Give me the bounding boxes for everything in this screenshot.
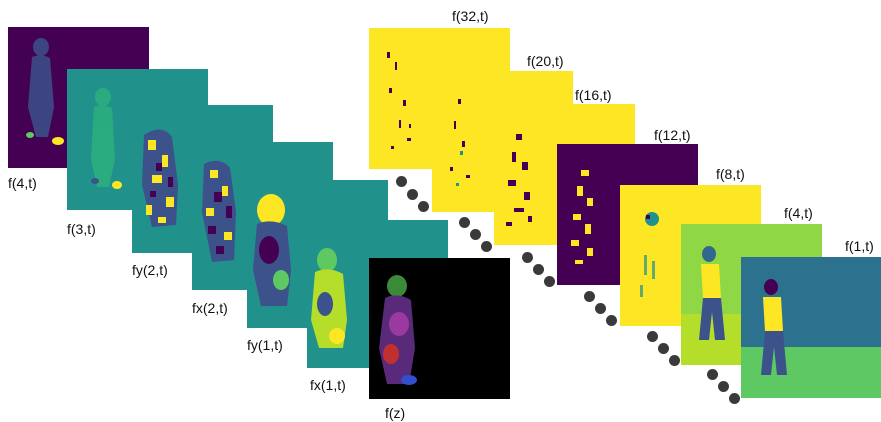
ellipsis-dot [418, 201, 429, 212]
ellipsis-dot [522, 252, 533, 263]
label-f3t: f(3,t) [67, 221, 96, 237]
ellipsis-dot [669, 355, 680, 366]
label-fx1t: fx(1,t) [310, 377, 346, 393]
walker-edges-icon [571, 170, 593, 264]
ellipsis-dot [718, 381, 729, 392]
ellipsis-dot [729, 393, 740, 404]
walker-edges-icon [506, 134, 532, 226]
ellipsis-dot [544, 276, 555, 287]
ellipsis-dot [606, 315, 617, 326]
label-fz: f(z) [385, 405, 406, 421]
frame-fz [369, 258, 510, 399]
walker-photo-icon [741, 257, 881, 398]
ellipsis-dot [595, 303, 606, 314]
label-f20t: f(20,t) [527, 53, 564, 69]
walker-edges-icon [450, 99, 470, 186]
ellipsis-dot [481, 241, 492, 252]
label-f8t: f(8,t) [716, 166, 745, 182]
walker-silhouette-icon [142, 129, 178, 227]
walker-silhouette-icon [253, 194, 291, 306]
walker-silhouette-icon [202, 160, 236, 262]
ellipsis-dot [407, 189, 418, 200]
walker-silhouette-icon [26, 38, 64, 145]
ellipsis-dot [647, 331, 658, 342]
walker-silhouette-icon [379, 275, 417, 385]
ellipsis-dot [396, 176, 407, 187]
ellipsis-dot [658, 343, 669, 354]
ellipsis-dot [707, 369, 718, 380]
label-fy1t: fy(1,t) [247, 337, 283, 353]
walker-edges-icon [640, 212, 659, 297]
label-f12t: f(12,t) [654, 127, 691, 143]
ellipsis-dot [470, 229, 481, 240]
label-f32t: f(32,t) [452, 8, 489, 24]
ellipsis-dot [533, 264, 544, 275]
walker-silhouette-icon [311, 248, 347, 348]
label-f1t: f(1,t) [845, 238, 874, 254]
walker-silhouette-icon [91, 88, 122, 189]
label-f4t: f(4,t) [8, 175, 37, 191]
ellipsis-dot [459, 217, 470, 228]
label-f16t: f(16,t) [575, 87, 612, 103]
label-fy2t: fy(2,t) [132, 262, 168, 278]
ellipsis-dot [584, 291, 595, 302]
label-f4t-right: f(4,t) [784, 205, 813, 221]
label-fx2t: fx(2,t) [192, 300, 228, 316]
frame-f1t [741, 257, 881, 398]
walker-edges-icon [387, 52, 411, 149]
